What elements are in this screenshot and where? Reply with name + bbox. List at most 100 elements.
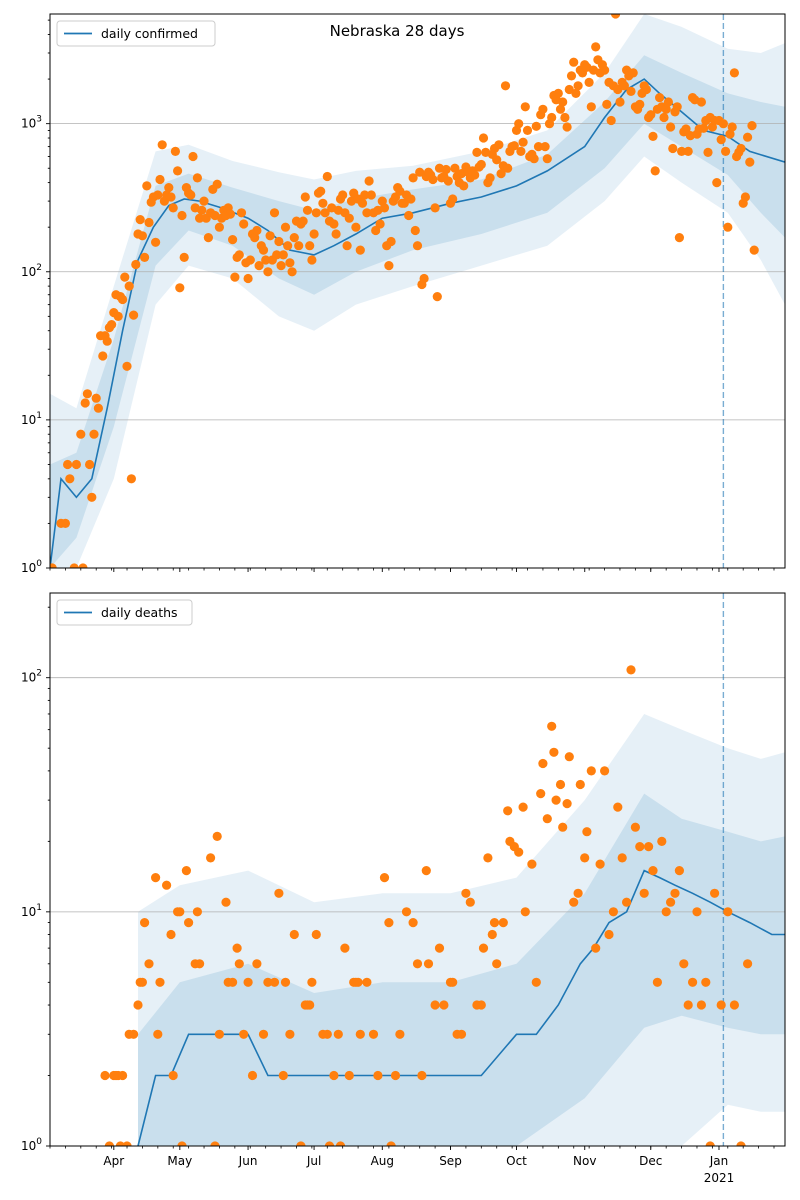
data-point: [283, 241, 293, 251]
data-point: [412, 241, 423, 251]
legend-box: [56, 599, 193, 626]
data-point: [716, 135, 726, 145]
data-point: [617, 853, 627, 863]
inner-band: [138, 793, 785, 1146]
data-point: [144, 217, 154, 228]
data-point: [245, 255, 255, 265]
data-point: [300, 192, 310, 202]
data-point: [329, 219, 339, 229]
data-point: [80, 398, 90, 408]
data-point: [140, 918, 150, 928]
data-point: [168, 203, 178, 213]
data-point: [721, 146, 731, 156]
data-point: [320, 208, 330, 218]
data-point: [626, 665, 636, 675]
panel-deaths: 100 101 102 Apr May Jun Jul Aug Sep Oct Nov Dec Jan 2…: [21, 592, 786, 1185]
data-point: [582, 827, 592, 837]
data-point: [573, 81, 583, 91]
data-point: [203, 233, 213, 243]
data-point: [69, 563, 79, 568]
data-point: [419, 273, 429, 284]
data-point: [155, 174, 165, 185]
data-point: [527, 859, 537, 869]
data-point: [166, 929, 176, 940]
data-point: [344, 213, 354, 223]
median-line: [50, 78, 785, 568]
data-point: [316, 186, 326, 196]
data-point: [225, 209, 235, 219]
data-point: [274, 888, 284, 898]
data-point: [364, 176, 374, 186]
data-point: [166, 192, 176, 202]
data-point: [192, 173, 202, 183]
data-point: [195, 213, 205, 223]
data-point: [331, 229, 341, 239]
data-point: [333, 1029, 343, 1039]
outer-band: [50, 14, 785, 568]
data-point: [699, 123, 709, 133]
data-point: [602, 99, 612, 109]
data-point: [85, 459, 95, 470]
legend: daily confirmed: [56, 20, 216, 47]
data-point: [555, 104, 566, 114]
data-point: [611, 14, 621, 19]
data-point: [450, 163, 460, 173]
data-point: [82, 389, 92, 399]
data-point: [386, 1141, 396, 1146]
data-point: [186, 190, 196, 200]
y-tick-label: 101: [21, 411, 42, 427]
x-tick-label: Aug: [371, 1154, 394, 1168]
data-point: [584, 77, 594, 87]
data-point: [126, 474, 136, 484]
data-point: [379, 873, 390, 883]
data-point: [551, 795, 561, 805]
data-point: [487, 929, 497, 940]
data-point: [307, 255, 317, 265]
data-point: [287, 267, 297, 277]
data-point: [668, 143, 678, 154]
data-point: [531, 977, 541, 987]
data-point: [595, 859, 605, 869]
data-point: [485, 173, 495, 183]
data-point: [102, 336, 112, 346]
data-point: [448, 194, 458, 204]
y-tick-label: 103: [21, 115, 42, 131]
data-point: [562, 799, 572, 809]
data-point: [696, 1000, 707, 1010]
data-point: [118, 294, 128, 305]
data-point: [142, 181, 152, 191]
data-point: [630, 822, 641, 832]
data-point: [571, 88, 581, 98]
data-point: [366, 190, 376, 200]
y-tick-label: 100: [21, 1137, 42, 1153]
data-point: [124, 281, 134, 291]
data-point: [239, 219, 249, 229]
data-point: [586, 102, 596, 112]
data-point: [492, 155, 502, 165]
y-tick-label: 102: [21, 263, 42, 279]
data-point: [522, 125, 533, 135]
data-point: [353, 977, 363, 987]
data-point: [615, 97, 625, 107]
data-point: [285, 1029, 295, 1039]
data-point: [278, 250, 288, 260]
data-point: [542, 814, 552, 824]
data-point: [221, 897, 231, 907]
data-point: [406, 194, 416, 204]
data-point: [538, 758, 548, 769]
data-point: [549, 747, 559, 757]
data-point: [254, 261, 264, 271]
data-point: [729, 68, 740, 78]
data-point: [575, 779, 585, 790]
data-point: [518, 802, 528, 812]
data-point: [399, 198, 409, 208]
data-point: [701, 977, 711, 987]
data-point: [104, 1141, 114, 1146]
data-point: [131, 259, 141, 270]
data-point: [269, 208, 280, 218]
data-point: [384, 261, 394, 271]
data-point: [305, 1000, 315, 1010]
data-point: [443, 176, 453, 186]
data-point: [151, 237, 161, 247]
